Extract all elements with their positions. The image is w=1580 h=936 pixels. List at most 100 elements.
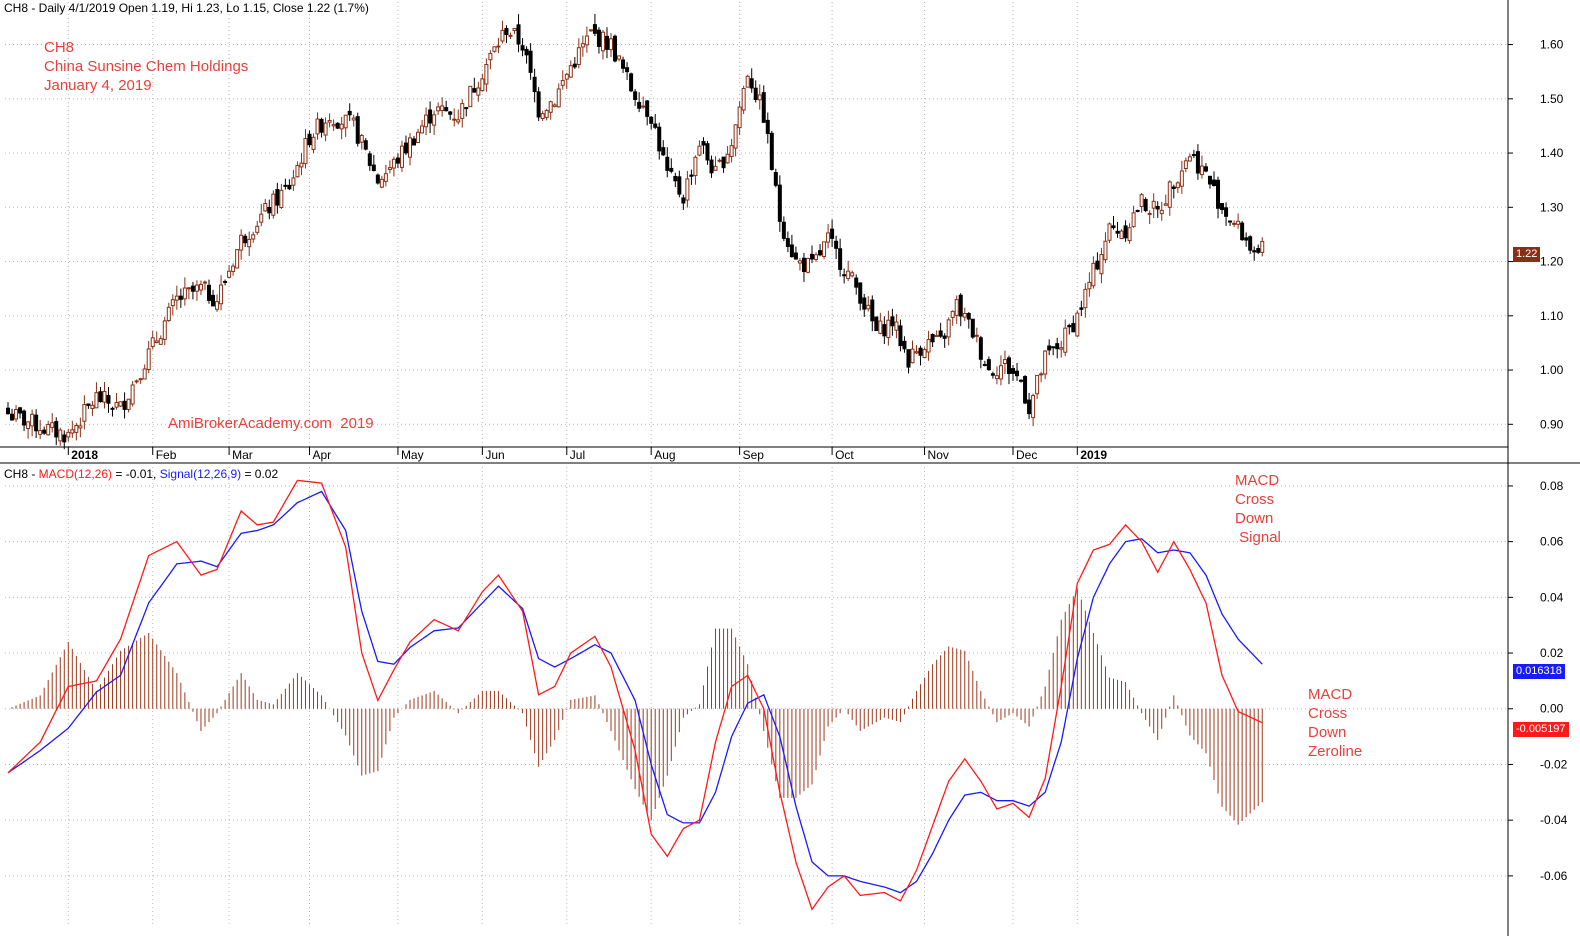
candle-body <box>982 363 987 366</box>
price-candle <box>878 312 883 335</box>
price-candle <box>1195 144 1200 180</box>
price-candle <box>556 83 561 108</box>
price-candle <box>383 164 388 187</box>
candle-body <box>343 114 348 129</box>
macd-legend-value: = -0.01, <box>112 467 160 481</box>
candle-body <box>1248 236 1253 251</box>
price-candle <box>359 133 364 150</box>
price-candle <box>178 288 183 308</box>
price-candle <box>1091 256 1096 289</box>
price-candle <box>74 422 79 441</box>
price-candle <box>709 155 714 178</box>
candle-body <box>408 137 412 158</box>
price-candle <box>1015 362 1020 381</box>
price-candle <box>1179 160 1184 194</box>
price-pane <box>6 13 1265 450</box>
price-candle <box>395 153 400 169</box>
candle-body <box>838 248 843 270</box>
price-candle <box>1159 202 1164 221</box>
candle-body <box>950 310 955 318</box>
price-candle <box>1011 365 1015 381</box>
candle-body <box>1091 262 1096 287</box>
candle-body <box>613 35 618 62</box>
price-candle <box>219 275 224 311</box>
candle-body <box>335 122 340 129</box>
price-candle <box>1035 374 1040 399</box>
price-candle <box>970 318 975 339</box>
candle-body <box>154 340 159 343</box>
symbol-label: CH8 <box>44 39 75 56</box>
price-candle <box>926 330 931 361</box>
price-candle <box>412 135 417 146</box>
candle-body <box>1183 160 1188 169</box>
candle-body <box>416 131 421 144</box>
candle-body <box>259 213 264 223</box>
candle-body <box>789 244 794 258</box>
price-candle <box>621 56 626 73</box>
candle-body <box>970 318 975 338</box>
price-candle <box>464 107 469 117</box>
candle-body <box>858 282 863 304</box>
candle-body <box>1083 288 1088 309</box>
candle-body <box>862 297 867 310</box>
price-candle <box>1216 176 1221 219</box>
candle-body <box>10 413 15 421</box>
candle-body <box>186 287 191 290</box>
price-candle <box>335 122 340 130</box>
month-tick-label: Aug <box>654 448 675 462</box>
candle-body <box>685 178 690 201</box>
price-candle <box>661 140 666 156</box>
price-candle <box>600 29 605 60</box>
candle-body <box>986 359 991 371</box>
price-candle <box>974 327 979 343</box>
price-header: CH8 - Daily 4/1/2019 Open 1.19, Hi 1.23,… <box>4 1 369 15</box>
candle-body <box>1151 200 1156 209</box>
price-candle <box>130 381 135 407</box>
price-candle <box>914 345 919 355</box>
candle-body <box>673 175 678 182</box>
candle-body <box>1236 220 1241 225</box>
price-candle <box>1244 232 1249 247</box>
price-candle <box>211 289 216 307</box>
price-candle <box>444 100 449 112</box>
price-candle <box>822 241 827 260</box>
candle-body <box>584 35 589 46</box>
candle-body <box>958 294 963 317</box>
price-candle <box>307 130 312 148</box>
price-candle <box>629 72 634 93</box>
price-candle <box>1083 283 1088 318</box>
price-candle <box>82 395 87 430</box>
candle-body <box>697 145 702 156</box>
price-candle <box>90 401 95 416</box>
price-candle <box>978 335 983 369</box>
price-candle <box>584 26 589 53</box>
candle-body <box>375 174 380 184</box>
candle-body <box>351 117 356 121</box>
candle-body <box>874 316 879 332</box>
candle-body <box>496 45 501 48</box>
macd-line <box>7 479 1263 911</box>
candle-body <box>379 178 384 188</box>
price-candle <box>673 172 678 188</box>
price-candle <box>70 420 75 438</box>
candle-body <box>146 348 151 370</box>
candle-body <box>1051 346 1056 349</box>
candle-body <box>544 110 549 118</box>
macd-tick-label: 0.04 <box>1540 590 1564 604</box>
candle-body <box>38 430 43 435</box>
price-tick-label: 1.00 <box>1540 363 1564 377</box>
candle-body <box>271 193 276 216</box>
price-candle <box>1224 202 1229 226</box>
price-candle <box>1151 193 1156 219</box>
price-candle <box>327 113 332 128</box>
price-candle <box>609 33 613 57</box>
candle-body <box>504 27 509 35</box>
price-candle <box>408 132 412 166</box>
candle-body <box>1131 212 1136 228</box>
candle-body <box>898 325 903 347</box>
price-candle <box>387 160 392 174</box>
candle-body <box>1031 395 1036 419</box>
price-candle <box>604 27 609 59</box>
candle-body <box>58 429 63 442</box>
candle-body <box>1075 312 1080 337</box>
